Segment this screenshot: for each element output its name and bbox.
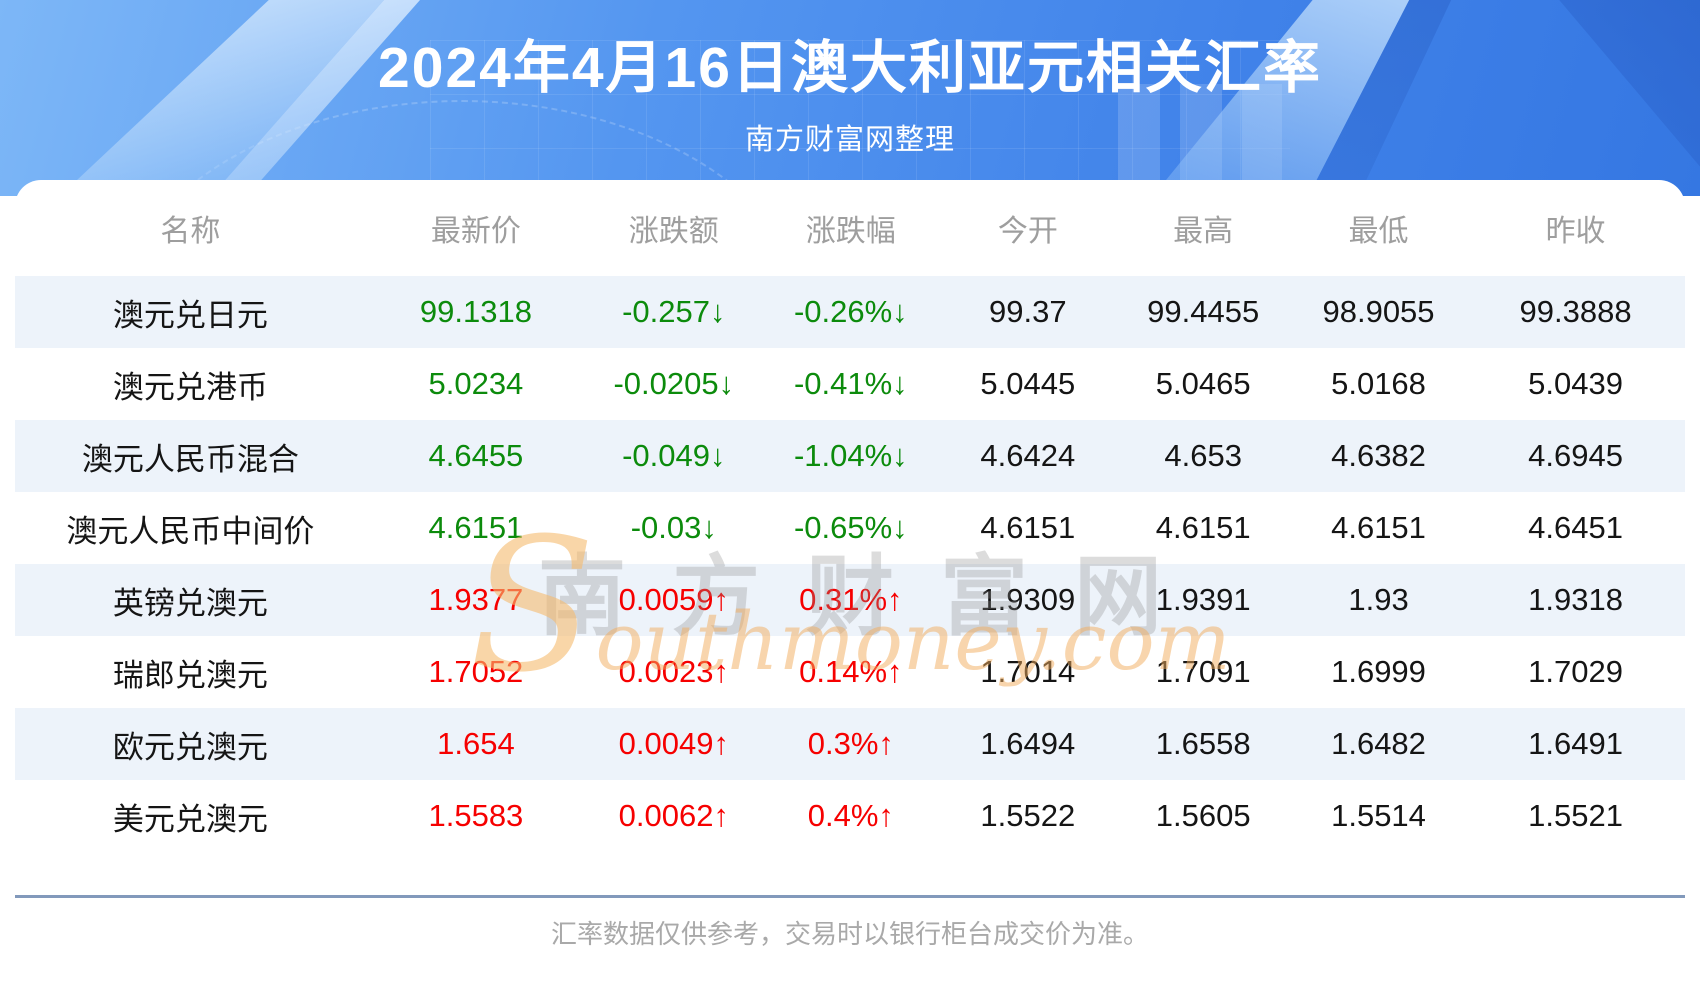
cell-last-price: 5.0234 xyxy=(428,366,524,401)
cell-change: 0.0059↑ xyxy=(618,582,729,617)
cell-change: -0.049↓ xyxy=(622,438,726,473)
column-header-name: 名称 xyxy=(160,215,221,248)
cell-last-price: 99.1318 xyxy=(419,294,532,329)
cell-low: 1.93 xyxy=(1348,582,1409,617)
table-row: 澳元人民币混合 4.6455 -0.049↓ -1.04%↓ 4.6424 4.653 4.… xyxy=(15,420,1685,492)
cell-open: 1.5522 xyxy=(980,798,1076,833)
cell-high: 5.0465 xyxy=(1155,366,1251,401)
cell-change-percent: -0.41%↓ xyxy=(793,366,908,401)
cell-name: 澳元人民币混合 xyxy=(81,441,299,477)
cell-name: 美元兑澳元 xyxy=(112,801,268,837)
table-row: 澳元人民币中间价 4.6151 -0.03↓ -0.65%↓ 4.6151 4.6151 4… xyxy=(15,492,1685,564)
table-row: 美元兑澳元 1.5583 0.0062↑ 0.4%↑ 1.5522 1.5605 1.551… xyxy=(15,780,1685,852)
cell-change-percent: 0.14%↑ xyxy=(799,654,903,689)
cell-prev-close: 1.6491 xyxy=(1528,726,1623,761)
cell-prev-close: 99.3888 xyxy=(1519,294,1632,329)
cell-change: 0.0023↑ xyxy=(618,654,729,689)
cell-open: 5.0445 xyxy=(980,366,1076,401)
cell-prev-close: 1.9318 xyxy=(1528,582,1623,617)
cell-high: 1.9391 xyxy=(1155,582,1251,617)
cell-prev-close: 4.6451 xyxy=(1528,510,1623,545)
cell-high: 1.7091 xyxy=(1155,654,1251,689)
cell-high: 1.6558 xyxy=(1155,726,1251,761)
cell-change-percent: -0.26%↓ xyxy=(793,294,908,329)
cell-name: 澳元兑日元 xyxy=(112,297,268,333)
cell-last-price: 4.6455 xyxy=(428,438,524,473)
cell-prev-close: 1.5521 xyxy=(1528,798,1623,833)
cell-open: 99.37 xyxy=(989,294,1067,329)
cell-low: 4.6151 xyxy=(1331,510,1426,545)
cell-open: 4.6424 xyxy=(980,438,1076,473)
footer-note: 汇率数据仅供参考，交易时以银行柜台成交价为准。 xyxy=(550,919,1149,949)
cell-last-price: 1.7052 xyxy=(428,654,524,689)
cell-name: 欧元兑澳元 xyxy=(112,729,268,765)
cell-high: 99.4455 xyxy=(1147,294,1260,329)
cell-low: 4.6382 xyxy=(1331,438,1426,473)
table-row: 澳元兑港币 5.0234 -0.0205↓ -0.41%↓ 5.0445 5.0465 5.… xyxy=(15,348,1685,420)
cell-last-price: 4.6151 xyxy=(428,510,524,545)
table-row: 欧元兑澳元 1.654 0.0049↑ 0.3%↑ 1.6494 1.6558 1.6482… xyxy=(15,708,1685,780)
column-header-change: 涨跌额 xyxy=(628,215,719,248)
column-header-change-percent: 涨跌幅 xyxy=(805,215,896,248)
cell-name: 瑞郎兑澳元 xyxy=(112,657,268,693)
cell-low: 98.9055 xyxy=(1322,294,1435,329)
table-row: 瑞郎兑澳元 1.7052 0.0023↑ 0.14%↑ 1.7014 1.7091 1.69… xyxy=(15,636,1685,708)
cell-high: 4.6151 xyxy=(1155,510,1251,545)
cell-open: 4.6151 xyxy=(980,510,1076,545)
cell-change: -0.257↓ xyxy=(622,294,726,329)
cell-change: -0.03↓ xyxy=(630,510,717,545)
cell-low: 5.0168 xyxy=(1331,366,1426,401)
cell-name: 澳元人民币中间价 xyxy=(66,513,315,549)
cell-change-percent: -0.65%↓ xyxy=(793,510,908,545)
cell-high: 1.5605 xyxy=(1155,798,1251,833)
table-row: 英镑兑澳元 1.9377 0.0059↑ 0.31%↑ 1.9309 1.9391 1.93… xyxy=(15,564,1685,636)
cell-prev-close: 4.6945 xyxy=(1528,438,1623,473)
cell-name: 英镑兑澳元 xyxy=(112,585,268,621)
cell-low: 1.5514 xyxy=(1331,798,1426,833)
column-header-last-price: 最新价 xyxy=(430,215,521,248)
cell-change-percent: -1.04%↓ xyxy=(793,438,908,473)
cell-change-percent: 0.4%↑ xyxy=(807,798,894,833)
cell-high: 4.653 xyxy=(1164,438,1242,473)
table-body: 澳元兑日元 99.1318 -0.257↓ -0.26%↓ 99.37 99.4455 98… xyxy=(15,276,1685,852)
cell-change: 0.0062↑ xyxy=(618,798,729,833)
column-header-prev-close: 昨收 xyxy=(1545,215,1606,248)
page-subtitle: 南方财富网整理 xyxy=(744,124,955,156)
table-header-row: 名称 最新价 涨跌额 涨跌幅 今开 最高 最低 昨收 xyxy=(15,180,1685,276)
cell-prev-close: 1.7029 xyxy=(1528,654,1623,689)
rates-table-card: 南方财富网 Southmoney.com 名称 最新价 涨跌额 涨跌幅 今开 最… xyxy=(15,180,1685,1000)
cell-last-price: 1.5583 xyxy=(428,798,524,833)
cell-change: 0.0049↑ xyxy=(618,726,729,761)
cell-change: -0.0205↓ xyxy=(613,366,735,401)
cell-open: 1.7014 xyxy=(980,654,1076,689)
cell-low: 1.6999 xyxy=(1331,654,1426,689)
cell-low: 1.6482 xyxy=(1331,726,1426,761)
column-header-low: 最低 xyxy=(1348,215,1409,248)
page-title: 2024年4月16日澳大利亚元相关汇率 xyxy=(378,36,1322,100)
cell-prev-close: 5.0439 xyxy=(1528,366,1623,401)
table-row: 澳元兑日元 99.1318 -0.257↓ -0.26%↓ 99.37 99.4455 98… xyxy=(15,276,1685,348)
cell-change-percent: 0.3%↑ xyxy=(807,726,894,761)
cell-name: 澳元兑港币 xyxy=(112,369,268,405)
footer-divider xyxy=(15,895,1685,898)
cell-change-percent: 0.31%↑ xyxy=(799,582,903,617)
column-header-open: 今开 xyxy=(997,215,1058,248)
column-header-high: 最高 xyxy=(1173,215,1234,248)
cell-last-price: 1.9377 xyxy=(428,582,524,617)
banner: 2024年4月16日澳大利亚元相关汇率 南方财富网整理 xyxy=(0,0,1700,196)
cell-open: 1.6494 xyxy=(980,726,1076,761)
cell-open: 1.9309 xyxy=(980,582,1076,617)
cell-last-price: 1.654 xyxy=(437,726,515,761)
